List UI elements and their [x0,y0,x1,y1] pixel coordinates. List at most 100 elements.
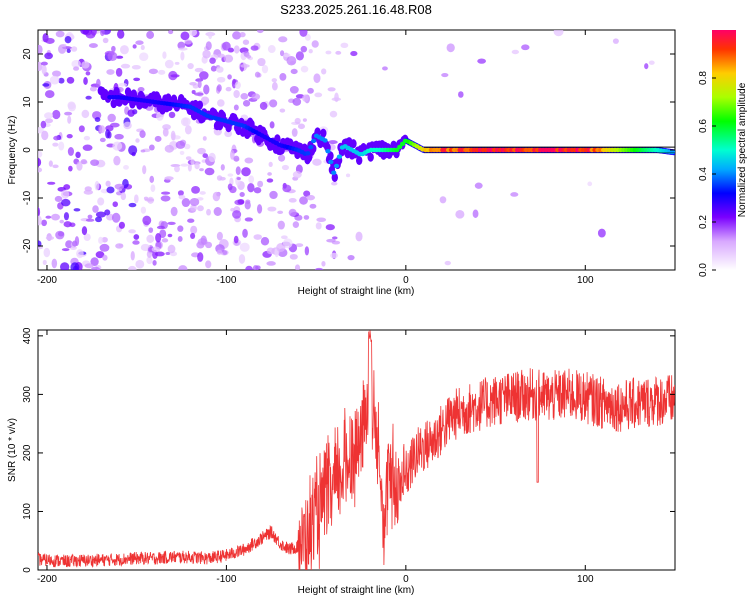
y-tick-label: 100 [22,503,33,520]
spectral-cell [221,41,231,51]
spectral-cell [67,102,77,112]
spectral-cell [203,84,210,95]
spectral-cell [48,160,53,167]
ridge-point [311,138,317,144]
spectral-cell [232,31,242,40]
spectral-cell [302,118,307,122]
spectral-cell [95,251,105,259]
spectral-cell [316,217,327,223]
spectral-cell [127,265,137,270]
spectral-cell [44,52,53,60]
spectral-cell [41,65,47,75]
spectral-cell [139,130,146,139]
spectral-cell [202,136,207,141]
spectral-cell [278,154,286,162]
spectral-cell [327,87,336,92]
spectral-cell [152,249,158,259]
spectral-cell [87,214,93,219]
spectral-cell [195,78,204,82]
spectral-cell [89,86,97,92]
spectral-cell [267,172,272,176]
spectral-cell [53,135,60,141]
spectral-cell [80,30,90,35]
spectrogram-y-ticks: -20 -10 0 10 20 [22,48,675,253]
spectral-cell [216,76,226,83]
y-tick-label: 20 [22,48,33,60]
spectral-cell [52,164,59,169]
spectral-cell [279,72,287,81]
spectral-cell [156,225,166,230]
spectral-cell [197,252,204,262]
spectral-cell [227,173,234,177]
spectral-cell [180,51,185,61]
spectral-cell [139,52,149,61]
spectral-cell [61,189,70,199]
spectral-cell [90,159,100,166]
spectral-cell [167,244,176,254]
spectral-cell [220,164,225,171]
spectral-cell [255,265,261,270]
spectral-cell [474,182,483,189]
spectral-cell [200,96,210,105]
spectral-cell [205,260,212,269]
spectral-cell [123,121,132,130]
colorbar-ticks: 0.0 0.2 0.4 0.6 0.8 [698,71,716,277]
spectral-cell [315,222,322,230]
spectral-cell [164,176,174,181]
spectral-cell [159,229,167,239]
spectral-cell [300,65,309,73]
spectral-cell [85,95,92,100]
spectral-cell [235,166,241,176]
spectral-cell [233,89,240,99]
spectral-cell [331,181,338,186]
ridge-halo [113,86,120,96]
figure-title: S233.2025.261.16.48.R08 [280,2,432,17]
spectral-cell [244,217,253,222]
spectral-cell [190,232,196,240]
spectrogram-x-label: Height of straight line (km) [298,286,415,297]
snr-panel: -200 -100 0 100 0 100 200 300 400 Height of str… [7,327,676,596]
spectral-cell [212,191,221,202]
spectral-cell [269,121,275,129]
spectral-cell [208,152,216,163]
spectral-cell [40,61,48,66]
spectral-cell [162,51,167,59]
spectral-cell [82,144,93,151]
spectral-cell [511,49,520,55]
spectral-cell [288,198,297,203]
spectral-cell [177,225,184,232]
spectral-cell [174,61,180,65]
y-tick-label: 0 [22,567,33,573]
spectral-cell [49,75,60,85]
spectral-cell [206,208,211,216]
spectral-cell [130,251,135,261]
spectral-cell [85,218,95,222]
spectral-cell [253,187,262,194]
spectral-cell [102,37,109,44]
spectral-cell [648,60,655,65]
spectral-cell [187,62,194,70]
spectral-cell [311,40,319,48]
spectral-cell [194,92,204,96]
spectral-cell [99,137,106,143]
ridge-point [669,149,675,155]
colorbar-tick-label: 0.4 [698,167,709,181]
spectral-cell [177,41,186,50]
spectral-cell [230,149,235,160]
spectral-cell [202,49,211,59]
spectral-cell [73,66,80,71]
spectral-cell [44,118,54,124]
y-tick-label: 200 [22,444,33,461]
spectral-cell [38,44,43,55]
spectral-cell [234,81,241,90]
spectral-cell [294,117,301,125]
spectral-cell [81,226,88,236]
spectral-cell [382,66,388,71]
y-tick-label: -10 [22,190,33,205]
spectral-cell [132,44,137,49]
spectral-cell [41,130,49,141]
spectral-cell [85,31,96,39]
spectral-cell [257,180,264,188]
spectral-cell [227,74,232,80]
